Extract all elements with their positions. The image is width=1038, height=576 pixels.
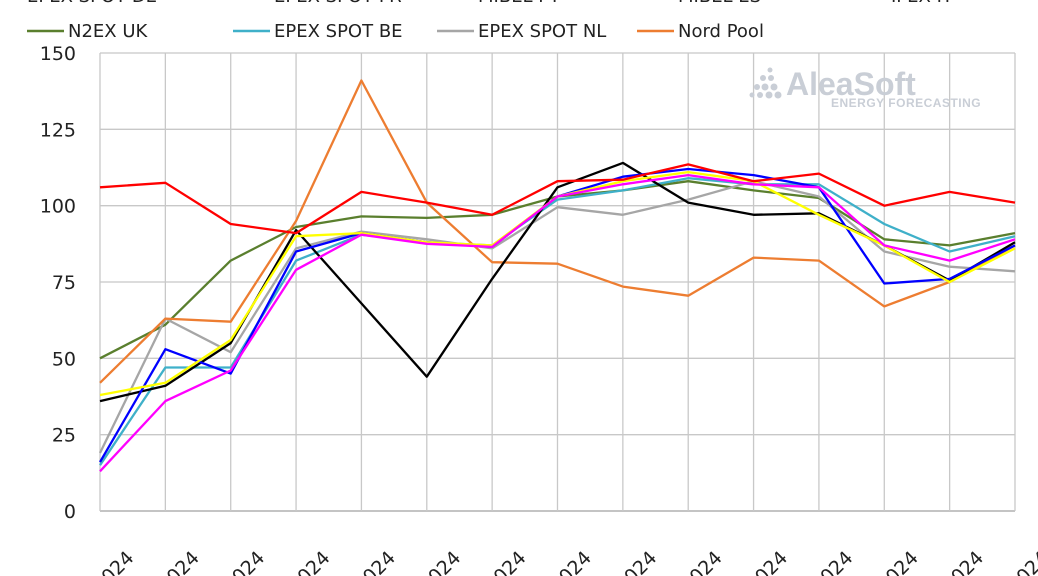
x-tick-label: /2024 <box>280 547 334 576</box>
x-tick-label: /2024 <box>869 547 923 576</box>
y-tick-label: 100 <box>40 196 76 218</box>
gridlines <box>99 52 1016 512</box>
x-tick-label: /2024 <box>672 547 726 576</box>
legend-label: EPEX SPOT DE <box>27 0 157 7</box>
x-tick-label: /2024 <box>803 547 857 576</box>
series-lines <box>98 79 1016 473</box>
aleasoft-watermark: AleaSoft ENERGY FORECASTING <box>749 66 981 110</box>
legend-label: N2EX UK <box>68 21 149 42</box>
y-tick-label: 50 <box>52 348 76 370</box>
legend-label: MIBEL PT <box>478 0 561 7</box>
legend-label: MIBEL ES <box>678 0 761 7</box>
logo-dots-icon <box>749 67 782 99</box>
x-tick-label: /2024 <box>411 547 465 576</box>
legend-label: EPEX SPOT NL <box>478 21 606 42</box>
x-tick-label: /2024 <box>346 547 400 576</box>
x-tick-label: /2024 <box>476 547 530 576</box>
series-line-nord-pool <box>99 79 1016 384</box>
y-tick-label: 75 <box>52 272 76 294</box>
x-tick-label: /2024 <box>607 547 661 576</box>
x-axis-ticks: /2024/2024/2024/2024/2024/2024/2024/2024… <box>84 547 1038 576</box>
legend-label: EPEX SPOT FR <box>274 0 402 7</box>
x-tick-label: /2024 <box>999 547 1038 576</box>
series-line-epex-spot-nl <box>98 180 1016 454</box>
x-tick-label: /2024 <box>215 547 269 576</box>
x-tick-label: /2024 <box>84 547 138 576</box>
y-tick-label: 150 <box>40 43 76 65</box>
legend-top-row: EPEX SPOT DE EPEX SPOT FR MIBEL PT MIBEL ES… <box>27 0 954 7</box>
y-tick-label: 25 <box>52 425 76 447</box>
x-tick-label: /2024 <box>738 547 792 576</box>
y-tick-label: 0 <box>64 501 76 523</box>
y-tick-label: 125 <box>40 119 76 141</box>
legend-label: Nord Pool <box>678 21 764 42</box>
series-line-ipex-it <box>99 163 1016 235</box>
x-tick-label: /2024 <box>542 547 596 576</box>
legend: N2EX UK EPEX SPOT BE EPEX SPOT NL Nord Pool <box>27 21 764 42</box>
x-tick-label: /2024 <box>934 547 988 576</box>
series-line-mibel-es <box>99 173 1016 473</box>
logo-tagline: ENERGY FORECASTING <box>831 96 981 110</box>
legend-label: EPEX SPOT BE <box>274 21 403 42</box>
x-tick-label: /2024 <box>150 547 204 576</box>
legend-label: IPEX IT <box>891 0 954 7</box>
y-axis-ticks: 0 25 50 75 100 125 150 <box>40 43 76 523</box>
logo-brand: AleaSoft <box>786 66 916 102</box>
